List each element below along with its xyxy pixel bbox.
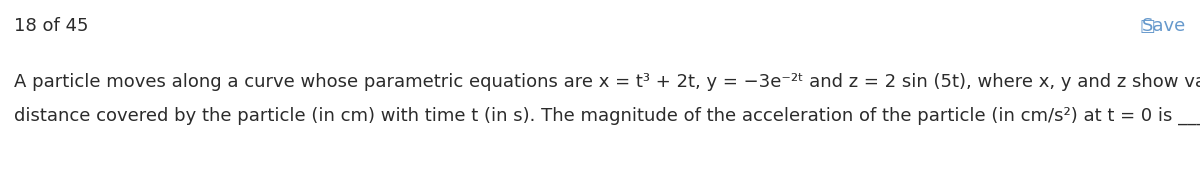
Text: distance covered by the particle (in cm) with time t (in s). The magnitude of th: distance covered by the particle (in cm)… bbox=[14, 107, 1200, 125]
Text: A particle moves along a curve whose parametric equations are x = t³ + 2t, y = −: A particle moves along a curve whose par… bbox=[14, 73, 1200, 91]
Text: Save: Save bbox=[1141, 17, 1186, 35]
Text: □: □ bbox=[1139, 17, 1154, 35]
Text: 18 of 45: 18 of 45 bbox=[14, 17, 89, 35]
